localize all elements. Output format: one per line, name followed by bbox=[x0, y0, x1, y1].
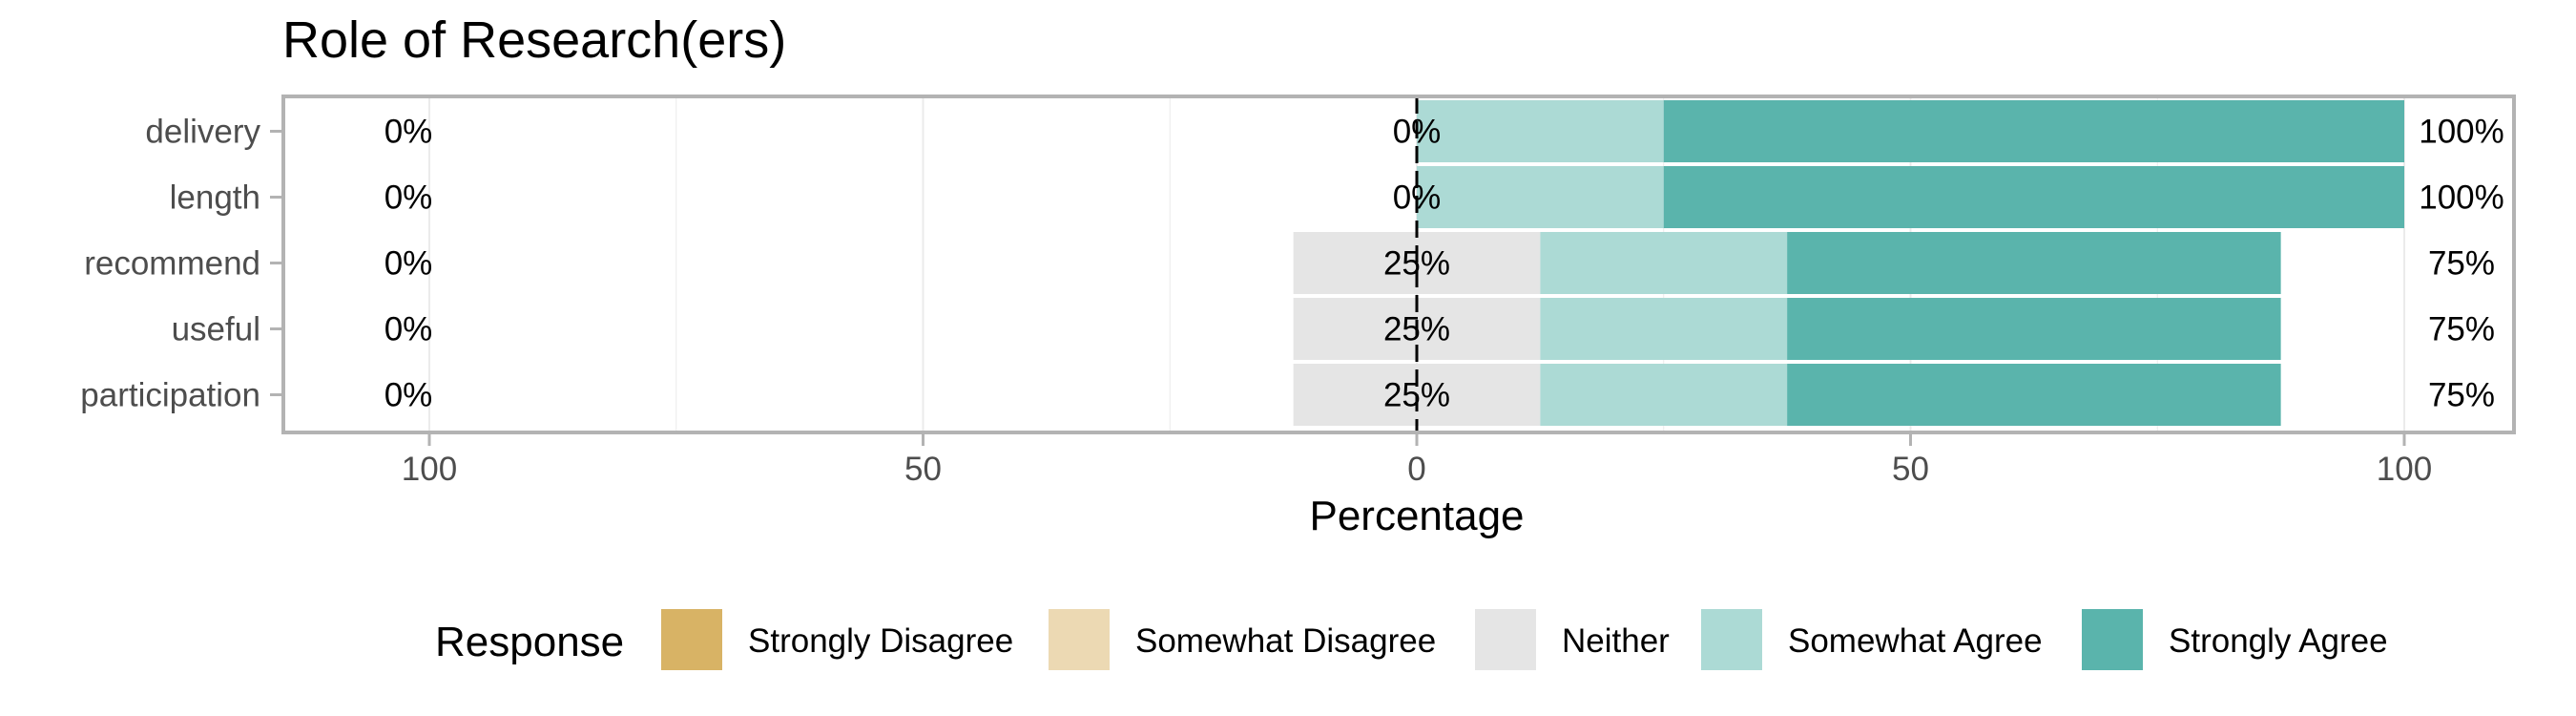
legend-key-somewhat-agree bbox=[1699, 607, 1764, 672]
category-label-recommend: recommend bbox=[84, 245, 260, 283]
legend-label-strongly-disagree: Strongly Disagree bbox=[748, 622, 1013, 660]
label-left-delivery: 0% bbox=[384, 114, 433, 151]
category-label-length: length bbox=[170, 179, 260, 217]
category-label-participation: participation bbox=[80, 377, 260, 414]
bar-strongly-agree-useful bbox=[1787, 298, 2281, 360]
x-tick-label: 50 bbox=[1892, 451, 1929, 488]
label-center-delivery: 0% bbox=[1393, 114, 1442, 151]
bar-strongly-agree-delivery bbox=[1663, 100, 2404, 162]
legend-label-somewhat-disagree: Somewhat Disagree bbox=[1135, 622, 1436, 660]
bar-somewhat-agree-useful bbox=[1540, 298, 1788, 360]
label-center-participation: 25% bbox=[1383, 377, 1450, 414]
label-right-delivery: 100% bbox=[2419, 114, 2504, 151]
bar-somewhat-agree-recommend bbox=[1540, 232, 1788, 294]
x-tick-label: 100 bbox=[2377, 451, 2432, 488]
label-right-length: 100% bbox=[2419, 179, 2504, 217]
x-tick-label: 50 bbox=[904, 451, 942, 488]
category-label-delivery: delivery bbox=[145, 114, 260, 151]
label-center-useful: 25% bbox=[1383, 311, 1450, 348]
label-left-participation: 0% bbox=[384, 377, 433, 414]
legend-label-neither: Neither bbox=[1562, 622, 1670, 660]
y-axis-categories: delivery length recommend useful participati… bbox=[80, 114, 283, 414]
label-left-recommend: 0% bbox=[384, 245, 433, 283]
label-left-useful: 0% bbox=[384, 311, 433, 348]
legend: Response Strongly Disagree Somewhat Disag… bbox=[435, 607, 2388, 672]
label-left-length: 0% bbox=[384, 179, 433, 217]
bar-strongly-agree-length bbox=[1663, 166, 2404, 228]
label-center-length: 0% bbox=[1393, 179, 1442, 217]
legend-label-strongly-agree: Strongly Agree bbox=[2169, 622, 2388, 660]
data-labels: 0% 0% 100% 0% 0% 100% 0% 25% 75% 0% 25% 75% 0% 25% 75% bbox=[384, 114, 2504, 414]
label-right-useful: 75% bbox=[2428, 311, 2495, 348]
legend-title: Response bbox=[435, 619, 624, 665]
legend-label-somewhat-agree: Somewhat Agree bbox=[1788, 622, 2043, 660]
x-axis-ticks: 100 50 0 50 100 bbox=[402, 434, 2432, 488]
bar-strongly-agree-participation bbox=[1787, 364, 2281, 426]
x-tick-label: 100 bbox=[402, 451, 457, 488]
legend-key-somewhat-disagree bbox=[1047, 607, 1111, 672]
bars bbox=[1293, 100, 2404, 426]
x-axis-label: Percentage bbox=[1309, 493, 1524, 539]
bar-somewhat-agree-participation bbox=[1540, 364, 1788, 426]
legend-key-strongly-disagree bbox=[659, 607, 724, 672]
label-center-recommend: 25% bbox=[1383, 245, 1450, 283]
legend-key-strongly-agree bbox=[2080, 607, 2145, 672]
x-tick-label: 0 bbox=[1407, 451, 1425, 488]
label-right-participation: 75% bbox=[2428, 377, 2495, 414]
category-label-useful: useful bbox=[172, 311, 260, 348]
legend-key-neither bbox=[1473, 607, 1538, 672]
bar-strongly-agree-recommend bbox=[1787, 232, 2281, 294]
label-right-recommend: 75% bbox=[2428, 245, 2495, 283]
bar-somewhat-agree-delivery bbox=[1417, 100, 1664, 162]
chart-title: Role of Research(ers) bbox=[282, 11, 786, 69]
bar-somewhat-agree-length bbox=[1417, 166, 1664, 228]
